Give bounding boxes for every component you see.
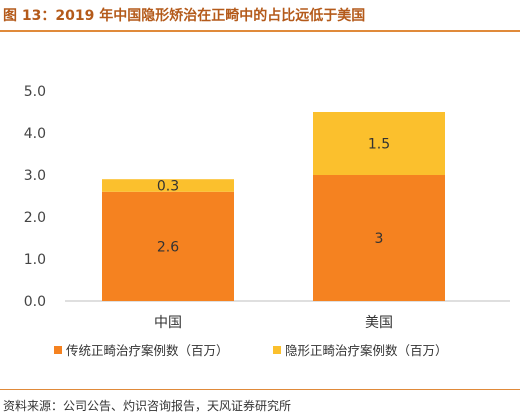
bar-segment <box>102 191 234 301</box>
x-category-label: 中国 <box>154 315 182 331</box>
bar-segment <box>313 175 445 301</box>
y-tick-label: 4.0 <box>24 126 46 142</box>
stacked-bar-chart: 0.0 1.0 2.0 3.0 4.0 5.0 2.6 0.3 中国 3 1.5 美国传统正畸治疗案例… <box>24 84 510 358</box>
y-tick-label: 3.0 <box>24 168 46 184</box>
bar-segment <box>102 179 234 192</box>
figure-title: 图 13：2019 年中国隐形矫治在正畸中的占比远低于美国 <box>3 8 366 24</box>
data-label: 3 <box>375 231 384 247</box>
y-tick-label: 5.0 <box>24 84 46 100</box>
bottom-rule <box>0 389 520 390</box>
y-tick-label: 2.0 <box>24 210 46 226</box>
legend-swatch <box>273 346 281 354</box>
source-note: 资料来源：公司公告、灼识咨询报告，天风证券研究所 <box>3 399 292 413</box>
legend-swatch <box>54 346 62 354</box>
y-tick-label: 1.0 <box>24 252 46 268</box>
data-label: 1.5 <box>368 137 390 153</box>
data-label: 2.6 <box>157 239 179 255</box>
legend-label: 传统正畸治疗案例数（百万） <box>66 343 229 358</box>
data-label: 0.3 <box>157 179 179 195</box>
x-category-label: 美国 <box>365 315 393 331</box>
bar-segment <box>313 112 445 175</box>
title-rule <box>0 30 520 32</box>
legend-label: 隐形正畸治疗案例数（百万） <box>285 343 448 358</box>
y-tick-label: 0.0 <box>24 294 46 310</box>
